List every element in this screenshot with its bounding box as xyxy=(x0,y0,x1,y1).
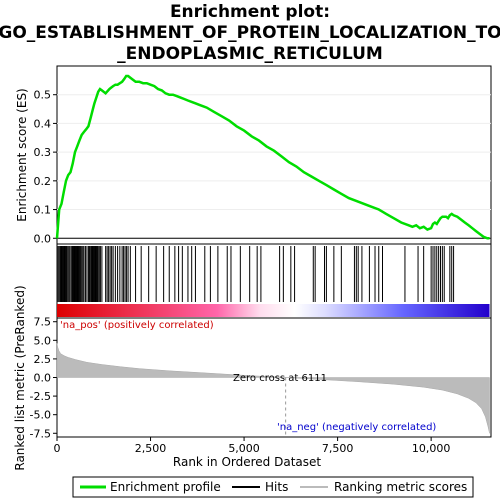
metric-ytick-label: -2.5 xyxy=(30,390,51,403)
es-ytick-label: 0.0 xyxy=(34,232,52,245)
metric-ytick-label: -5.0 xyxy=(30,409,51,422)
es-ytick-label: 0.4 xyxy=(34,117,52,130)
metric-ytick-label: 2.5 xyxy=(34,353,52,366)
legend-label-enrichment: Enrichment profile xyxy=(110,480,221,494)
xtick-label: 0 xyxy=(54,442,61,455)
metric-ytick-label: 0.0 xyxy=(34,372,52,385)
xtick-label: 5,000 xyxy=(228,442,260,455)
neg-label: 'na_neg' (negatively correlated) xyxy=(277,422,436,433)
zero-cross-label: Zero cross at 6111 xyxy=(233,373,327,384)
xtick-label: 2,500 xyxy=(135,442,167,455)
ranking-metric-area xyxy=(56,343,490,434)
es-ytick-label: 0.5 xyxy=(34,89,52,102)
chart-title-line-1: Enrichment plot: xyxy=(170,2,330,22)
legend-label-ranking: Ranking metric scores xyxy=(334,480,467,494)
es-ylabel: Enrichment score (ES) xyxy=(15,88,29,221)
chart-title-line-3: _ENDOPLASMIC_RETICULUM xyxy=(117,44,383,64)
metric-ytick-label: 7.5 xyxy=(34,316,52,329)
metric-ytick-label: -7.5 xyxy=(30,427,51,440)
es-ytick-label: 0.2 xyxy=(34,175,52,188)
enrichment-profile-line xyxy=(55,74,490,240)
metric-ytick-label: 5.0 xyxy=(34,334,52,347)
xtick-label: 10,000 xyxy=(412,442,451,455)
es-panel-frame xyxy=(56,65,492,245)
legend-label-hits: Hits xyxy=(265,480,288,494)
chart-title-line-2: GO_ESTABLISHMENT_OF_PROTEIN_LOCALIZATION… xyxy=(0,23,500,43)
legend-box xyxy=(72,476,474,498)
es-ytick-label: 0.3 xyxy=(34,146,52,159)
rank-color-band xyxy=(57,304,490,317)
es-ytick-label: 0.1 xyxy=(34,204,52,217)
metric-ylabel: Ranked list metric (PreRanked) xyxy=(13,285,27,470)
xlabel: Rank in Ordered Dataset xyxy=(173,455,321,469)
pos-label: 'na_pos' (positively correlated) xyxy=(60,320,214,331)
xtick-label: 7,500 xyxy=(322,442,354,455)
